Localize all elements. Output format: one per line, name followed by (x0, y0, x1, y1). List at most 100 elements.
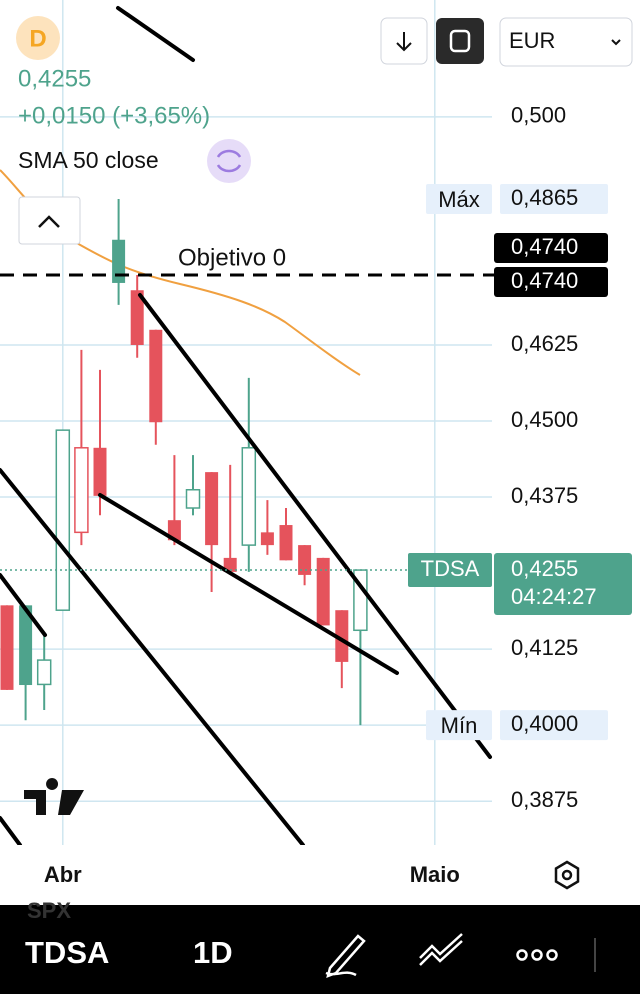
candle-body (149, 329, 163, 423)
header-price: 0,4255 (18, 65, 91, 92)
candle[interactable] (298, 545, 312, 586)
toolbar-interval[interactable]: 1D (193, 935, 233, 970)
candle[interactable] (223, 464, 237, 575)
fullscreen-button[interactable] (436, 18, 484, 64)
candle-body (316, 557, 330, 626)
candle[interactable] (0, 605, 14, 690)
max-label: Máx (438, 187, 480, 212)
trend-line (98, 493, 399, 675)
candle-body (36, 659, 52, 686)
caret-icon (38, 215, 60, 228)
refresh-icon (216, 149, 242, 173)
more-icon[interactable] (516, 949, 558, 961)
candle[interactable] (36, 632, 52, 710)
candle-body (279, 525, 293, 561)
candle[interactable] (316, 557, 330, 626)
settings-icon[interactable] (554, 860, 580, 890)
max-label-badge (426, 184, 492, 215)
target-value: 0,4740 (511, 268, 578, 293)
candle-body (19, 605, 33, 686)
min-value: 0,4000 (511, 711, 578, 736)
candle[interactable] (149, 329, 163, 445)
min-label: Mín (441, 713, 478, 738)
target-badge (494, 267, 608, 298)
candle[interactable] (205, 472, 219, 592)
candle-body (335, 610, 349, 662)
candle[interactable] (167, 455, 181, 546)
candle[interactable] (74, 349, 89, 546)
last-price-badge (494, 553, 632, 616)
min-value-badge (500, 710, 608, 741)
y-tick-label: 0,500 (511, 103, 566, 128)
collapse-button[interactable] (18, 196, 81, 245)
toolbar-symbol[interactable]: TDSA (25, 935, 109, 970)
y-tick-label: 0,3875 (511, 787, 578, 812)
candle[interactable] (241, 377, 257, 572)
time-axis (0, 845, 640, 905)
trend-line (138, 293, 492, 759)
candle-body (260, 532, 274, 546)
target-label: Objetivo 0 (178, 244, 286, 271)
indicator-refresh[interactable] (207, 139, 251, 183)
target-badge (494, 233, 608, 264)
y-tick-label: 0,4125 (511, 635, 578, 660)
x-tick-label: Abr (44, 862, 82, 887)
trend-icon[interactable] (419, 933, 463, 966)
last-symbol: TDSA (421, 556, 480, 581)
countdown: 04:24:27 (511, 584, 597, 609)
trend-lines (0, 6, 492, 847)
indicator-name: SMA 50 close (18, 147, 159, 173)
ghost-symbol: SPX (27, 898, 71, 923)
candle[interactable] (93, 369, 107, 516)
candle[interactable] (55, 429, 71, 611)
dropdown-icon (611, 39, 621, 46)
candle[interactable] (130, 275, 144, 358)
candle-body (130, 290, 144, 345)
symbol-badge-text: D (29, 25, 46, 52)
candle[interactable] (112, 199, 126, 305)
candle[interactable] (260, 500, 274, 555)
candle-body (0, 605, 14, 690)
max-value: 0,4865 (511, 185, 578, 210)
y-tick-label: 0,4375 (511, 483, 578, 508)
candles (0, 199, 368, 726)
last-symbol-badge (408, 553, 492, 588)
max-value-badge (500, 184, 608, 215)
trend-line (0, 468, 305, 847)
candle-body (112, 239, 126, 283)
candle-body (185, 489, 201, 509)
currency-select[interactable] (499, 17, 633, 67)
last-price: 0,4255 (511, 556, 578, 581)
min-label-badge (426, 710, 492, 741)
trend-line (0, 573, 47, 637)
candle-body (74, 447, 89, 534)
candle-body (205, 472, 219, 546)
x-tick-label: Maio (410, 862, 460, 887)
y-tick-label: 0,4500 (511, 407, 578, 432)
draw-icon[interactable] (325, 934, 366, 979)
candle[interactable] (185, 455, 201, 516)
download-icon (396, 32, 412, 52)
target-value: 0,4740 (511, 234, 578, 259)
candle[interactable] (335, 610, 349, 689)
settings-icon-dot (561, 869, 573, 881)
candle-body (223, 557, 237, 572)
candle-body (55, 429, 71, 611)
candle-body (93, 447, 107, 496)
fullscreen-icon (449, 29, 471, 53)
currency-text: EUR (509, 28, 555, 53)
x-axis: Abr Maio (44, 862, 460, 887)
candle[interactable] (19, 605, 33, 721)
header-change: +0,0150 (+3,65%) (18, 102, 210, 129)
symbol-badge[interactable] (16, 16, 60, 60)
toolbar (0, 905, 640, 994)
y-tick-label: 0,4625 (511, 331, 578, 356)
candle-body (241, 447, 257, 546)
candle[interactable] (279, 508, 293, 561)
candle-body (298, 545, 312, 575)
tv-logo (24, 778, 84, 815)
candle-body (167, 520, 181, 541)
trend-line (116, 6, 195, 62)
trend-line (0, 816, 22, 847)
